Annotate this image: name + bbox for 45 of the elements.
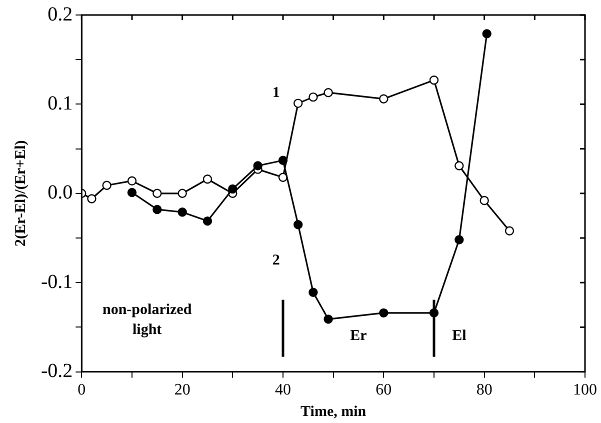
x-tick-label: 0 <box>78 382 86 399</box>
point <box>482 29 492 38</box>
series-label: 1 <box>272 85 280 102</box>
point <box>308 92 318 102</box>
point <box>253 161 262 170</box>
point <box>202 216 212 226</box>
point <box>102 180 112 190</box>
point <box>454 161 464 170</box>
annotation: non-polarized light <box>102 302 192 338</box>
point <box>379 94 388 104</box>
point <box>293 220 303 230</box>
x-tick-label: 60 <box>376 382 392 399</box>
y-tick-label: -0.2 <box>40 360 73 382</box>
series-label: 2 <box>272 252 280 268</box>
point <box>178 188 187 198</box>
y-tick-label: 0.0 <box>48 182 73 204</box>
y-tick-label: 0.1 <box>48 92 73 114</box>
point <box>202 174 212 184</box>
point <box>454 235 464 244</box>
y-tick-label: 0.2 <box>48 3 73 26</box>
point <box>504 226 514 236</box>
point <box>152 188 162 198</box>
point <box>127 176 137 186</box>
annotation: El <box>452 328 466 344</box>
point <box>228 184 238 194</box>
point <box>278 156 288 165</box>
x-tick-label: 100 <box>573 382 597 399</box>
point <box>152 204 162 214</box>
point <box>87 194 96 204</box>
x-tick-label: 40 <box>274 382 291 399</box>
y-axis-title: 2(Er-El)/(Er+El) <box>12 140 29 247</box>
point <box>308 288 318 298</box>
point <box>379 308 388 318</box>
x-tick-label: 80 <box>476 382 492 399</box>
point <box>293 98 303 108</box>
point <box>480 196 489 206</box>
x-tick-label: 20 <box>174 382 190 399</box>
point <box>127 188 137 198</box>
point <box>429 76 439 85</box>
x-axis-title: Time, min <box>300 404 367 420</box>
point <box>324 88 333 98</box>
point <box>178 208 187 217</box>
point <box>324 314 333 324</box>
y-tick-label: -0.1 <box>40 270 73 293</box>
annotation: Er <box>350 328 368 344</box>
